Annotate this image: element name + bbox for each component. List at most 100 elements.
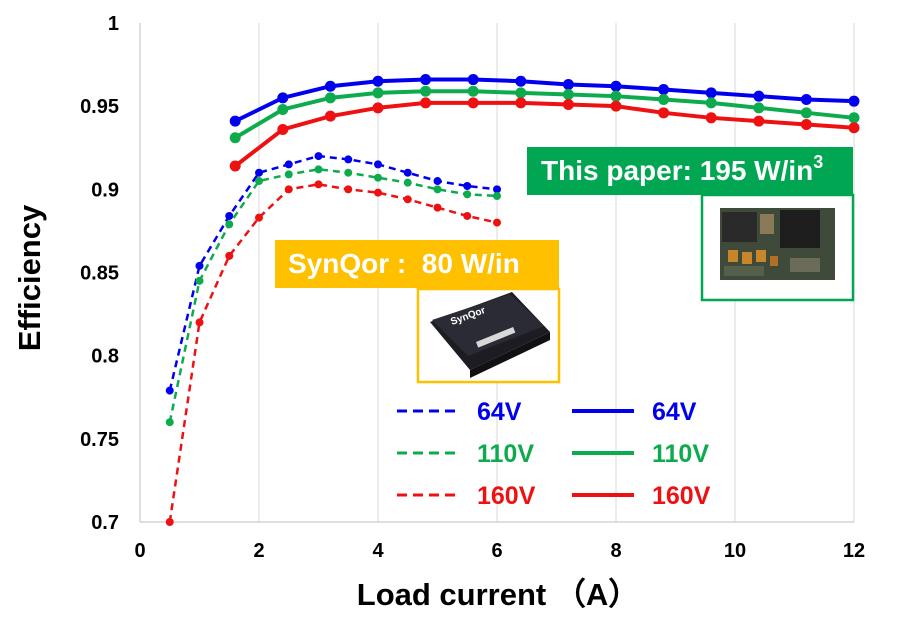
data-point — [515, 87, 527, 99]
synqor-module-photo: SynQor — [430, 292, 550, 378]
data-point — [848, 122, 860, 134]
data-point — [165, 418, 174, 427]
data-point — [225, 211, 234, 220]
series-line-dashed-110V — [168, 168, 498, 423]
data-point — [610, 90, 622, 102]
data-point — [344, 185, 353, 194]
y-tick-label: 0.75 — [80, 429, 119, 451]
data-point — [463, 182, 472, 191]
y-tick-label: 0.7 — [91, 512, 119, 534]
data-point — [467, 74, 479, 86]
data-point — [372, 75, 384, 87]
data-point — [562, 79, 574, 91]
data-point — [277, 103, 289, 115]
data-point — [493, 185, 501, 194]
data-point — [463, 211, 472, 220]
data-point — [463, 190, 472, 199]
series-solid-160V — [229, 97, 860, 172]
y-axis-title: Efficiency — [12, 204, 47, 351]
synqor-banner — [275, 240, 559, 288]
data-point — [433, 177, 442, 186]
legend: 64V 110V 160V 64V 110V 160V — [397, 398, 711, 510]
legend-label-solid-160V: 160V — [652, 482, 711, 510]
this-paper-board-photo — [720, 208, 835, 280]
data-point — [658, 84, 670, 96]
data-point — [229, 115, 241, 127]
series-dashed-110V — [165, 165, 501, 427]
data-point — [314, 152, 323, 161]
x-tick-label: 6 — [491, 540, 502, 562]
x-tick-label: 8 — [610, 540, 621, 562]
series-line-dashed-160V — [168, 183, 498, 523]
data-point — [753, 102, 765, 114]
data-point — [374, 188, 382, 197]
data-point — [314, 180, 323, 189]
x-axis-title: Load current （A） — [357, 577, 639, 612]
series-solid-64V — [229, 74, 860, 127]
data-point — [225, 220, 234, 229]
data-point — [493, 191, 501, 200]
legend-label-solid-64V: 64V — [652, 398, 697, 426]
this-paper-superscript: 3 — [813, 152, 823, 172]
data-point — [753, 115, 765, 127]
legend-label-dashed-64V: 64V — [477, 398, 522, 426]
y-tick-label: 1 — [108, 13, 119, 35]
data-point — [277, 92, 289, 104]
data-point — [284, 170, 293, 179]
series-solid-110V — [229, 85, 860, 144]
data-point — [403, 168, 412, 177]
data-point — [324, 80, 336, 92]
data-point — [229, 160, 241, 172]
x-tick-labels: 0 2 4 6 8 10 12 — [134, 540, 865, 562]
data-point — [800, 94, 812, 106]
data-point — [255, 177, 263, 186]
data-point — [610, 100, 622, 112]
data-point — [433, 185, 442, 194]
data-point — [420, 74, 432, 86]
series-line-solid-64V — [234, 77, 855, 123]
data-point — [562, 89, 574, 101]
data-point — [800, 107, 812, 119]
data-point — [433, 203, 442, 212]
y-tick-label: 0.95 — [80, 96, 119, 118]
series-dashed-64V — [165, 152, 501, 395]
series-line-solid-160V — [233, 100, 855, 168]
data-point — [165, 386, 174, 395]
series-lines — [165, 74, 860, 526]
data-point — [284, 160, 293, 169]
data-point — [372, 87, 384, 99]
series-dashed-160V — [165, 180, 501, 526]
data-point — [515, 97, 527, 109]
data-point — [800, 118, 812, 130]
synqor-label: SynQor : 80 W/in — [288, 248, 520, 279]
data-point — [255, 168, 263, 177]
data-point — [420, 85, 432, 97]
data-point — [420, 97, 432, 109]
data-point — [848, 95, 860, 107]
legend-label-dashed-160V: 160V — [477, 482, 536, 510]
data-point — [467, 97, 479, 109]
data-point — [314, 165, 323, 174]
data-point — [562, 99, 574, 111]
data-point — [403, 178, 412, 187]
data-point — [705, 112, 717, 124]
data-point — [255, 213, 263, 222]
y-tick-label: 0.9 — [91, 179, 119, 201]
data-point — [165, 518, 174, 526]
this-paper-banner — [527, 147, 853, 195]
data-point — [658, 94, 670, 106]
data-point — [848, 112, 860, 124]
data-point — [195, 276, 204, 285]
x-tick-label: 4 — [372, 540, 384, 562]
data-point — [705, 87, 717, 99]
synqor-annotation: SynQor : 80 W/in SynQor — [275, 240, 561, 384]
data-point — [705, 97, 717, 109]
this-paper-label: This paper: 195 W/in3 — [541, 152, 823, 186]
y-tick-labels: 0.7 0.75 0.8 0.85 0.9 0.95 1 — [80, 13, 119, 534]
this-paper-annotation: This paper: 195 W/in3 — [527, 147, 855, 302]
data-point — [372, 102, 384, 114]
chart-axes — [139, 23, 854, 523]
data-point — [195, 318, 204, 327]
legend-label-dashed-110V: 110V — [477, 440, 534, 468]
